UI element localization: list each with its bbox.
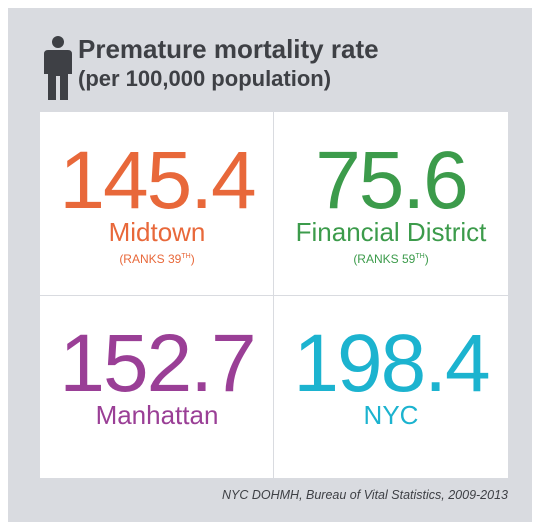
stat-rank: (RANKS 59TH) bbox=[274, 250, 508, 266]
stat-value: 198.4 bbox=[293, 318, 490, 409]
source: NYC DOHMH, Bureau of Vital Statistics, 2… bbox=[221, 488, 508, 502]
stat-label: Financial District bbox=[295, 217, 487, 247]
stat-label: Manhattan bbox=[95, 400, 219, 430]
stat-label: Midtown bbox=[108, 217, 206, 247]
stat-cell: 152.7 Manhattan bbox=[40, 295, 274, 478]
stat-rank: (RANKS 39TH) bbox=[40, 250, 274, 266]
rank-text: TH bbox=[415, 253, 425, 260]
rank-text: ) bbox=[424, 252, 429, 266]
rank-text: ) bbox=[190, 252, 195, 266]
stat-value: 145.4 bbox=[59, 135, 256, 226]
title: Premature mortality rate bbox=[78, 34, 379, 64]
stat-value: 75.6 bbox=[315, 135, 469, 226]
stat-value: 152.7 bbox=[59, 318, 256, 409]
stat-cell: 75.6 Financial District (RANKS 59TH) bbox=[274, 112, 508, 295]
stat-cell: 198.4 NYC bbox=[274, 295, 508, 478]
rank-text: TH bbox=[181, 253, 191, 260]
subtitle: (per 100,000 population) bbox=[78, 66, 332, 91]
rank-text: (RANKS 39 bbox=[119, 252, 182, 266]
divider bbox=[40, 295, 508, 296]
person-icon bbox=[44, 36, 72, 100]
rank-text: (RANKS 59 bbox=[353, 252, 416, 266]
stat-label: NYC bbox=[363, 400, 419, 430]
stat-cell: 145.4 Midtown (RANKS 39TH) bbox=[40, 112, 274, 295]
card: 145.4 Midtown (RANKS 39TH) 75.6 Financial Di… bbox=[40, 112, 508, 478]
